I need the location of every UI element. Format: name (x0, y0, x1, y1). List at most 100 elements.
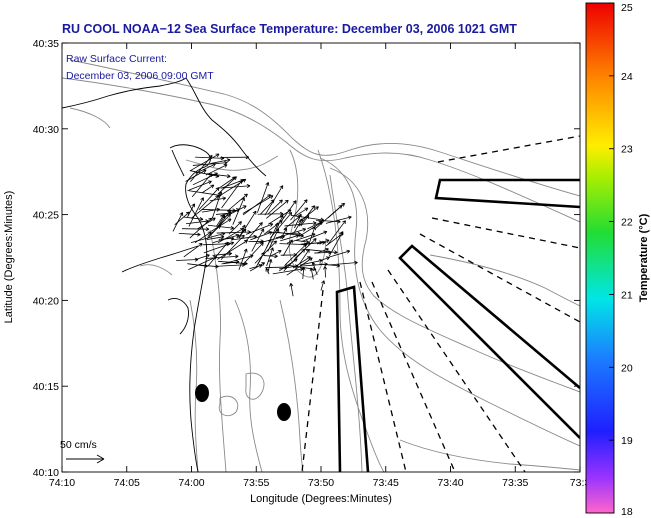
current-vector (185, 219, 209, 225)
current-vector (327, 220, 346, 246)
current-vector (255, 252, 265, 268)
current-vector (290, 214, 325, 222)
current-vector (327, 249, 351, 258)
current-vector (212, 251, 233, 256)
current-vector (309, 267, 314, 280)
current-vector (239, 224, 246, 239)
current-vector (307, 221, 323, 230)
current-vector (311, 261, 318, 276)
scale-arrow (66, 454, 105, 464)
current-vector (263, 254, 278, 259)
colorbar-tick-label: 24 (621, 71, 633, 83)
current-vector (210, 218, 232, 232)
coastline-segment (189, 261, 207, 472)
current-vector (328, 260, 358, 266)
current-vector (217, 176, 237, 195)
dashed-line (437, 135, 580, 163)
colorbar-gradient (585, 2, 615, 514)
buoy-marker (277, 403, 291, 421)
current-vector (301, 230, 328, 242)
colorbar-ticks: 25 24 23 22 21 20 19 18 (609, 2, 633, 518)
coastline-segment (62, 77, 187, 109)
current-vector (242, 195, 274, 214)
contour-line (317, 149, 385, 472)
current-vector (300, 240, 323, 245)
current-vector (188, 255, 218, 270)
y-axis: 40:35 40:30 40:25 40:20 40:15 40:10 (33, 38, 580, 479)
current-vector (249, 264, 263, 270)
contour-line (69, 107, 111, 129)
current-vector (183, 243, 203, 258)
coastline-segment (167, 297, 189, 335)
current-vector (220, 155, 250, 160)
colorbar-tick-label: 18 (621, 506, 633, 518)
current-vector (183, 216, 204, 222)
contour-line (329, 174, 363, 472)
map-layers (62, 59, 580, 472)
current-vector (289, 283, 294, 297)
contour-line (62, 77, 580, 223)
current-vector (238, 248, 248, 271)
coastline-segment (171, 149, 185, 177)
current-vector (228, 221, 242, 235)
current-vector (195, 253, 210, 260)
current-vector (290, 199, 308, 221)
colorbar-label: Temperature (°C) (638, 213, 650, 302)
current-vector (205, 254, 239, 259)
coastline (62, 77, 267, 472)
y-axis-label: Latitude (Degrees:Minutes) (3, 191, 15, 324)
current-vector (192, 172, 218, 186)
x-tick-label: 74:00 (178, 477, 204, 489)
current-vector (280, 227, 288, 240)
current-vector (286, 232, 316, 244)
current-vector (299, 258, 323, 266)
current-vector (266, 222, 279, 249)
map-title: RU COOL NOAA−12 Sea Surface Temperature:… (62, 22, 517, 36)
x-axis: 74:10 74:05 74:00 73:55 73:50 73:45 73:40 73:35… (49, 43, 591, 489)
contour-line (69, 59, 580, 197)
current-vector (325, 215, 352, 224)
y-tick-label: 40:10 (33, 467, 59, 479)
survey-polygon (434, 178, 580, 209)
current-vector (182, 227, 210, 232)
coastline-segment (121, 245, 199, 273)
current-vector (210, 158, 231, 164)
contour-line (399, 439, 580, 471)
current-vector (254, 240, 277, 264)
x-tick-label: 73:45 (373, 477, 399, 489)
current-vector (201, 184, 215, 194)
survey-polygons (335, 178, 580, 472)
colorbar: 25 24 23 22 21 20 19 18 Temperature (°C) (585, 2, 650, 518)
current-vector (267, 199, 283, 215)
current-vector (325, 232, 344, 247)
colorbar-tick-label: 25 (621, 2, 633, 14)
current-vector (267, 228, 280, 252)
current-vector (260, 199, 275, 215)
contour-line (329, 167, 580, 393)
current-vector (195, 163, 216, 174)
current-vector (251, 228, 265, 252)
x-tick-label: 73:3 (570, 477, 591, 489)
y-tick-label: 40:15 (33, 381, 59, 393)
current-vector (241, 242, 264, 266)
current-vectors (172, 153, 358, 297)
current-vector (226, 193, 248, 212)
current-vector (294, 238, 317, 259)
y-tick-label: 40:20 (33, 295, 59, 307)
plot-background (62, 43, 580, 472)
dashed-line (387, 269, 526, 472)
contour-line (429, 254, 580, 307)
current-vector (267, 259, 273, 273)
colorbar-tick-label: 21 (621, 289, 633, 301)
current-vector (217, 262, 246, 267)
colorbar-tick-label: 23 (621, 144, 633, 156)
current-vector (301, 266, 306, 279)
current-vector (293, 218, 303, 233)
current-vector (190, 154, 213, 183)
current-vector (203, 241, 235, 254)
dashed-guides (301, 135, 580, 472)
current-vector (243, 222, 263, 244)
current-vector (316, 239, 330, 245)
current-vector (215, 211, 232, 216)
